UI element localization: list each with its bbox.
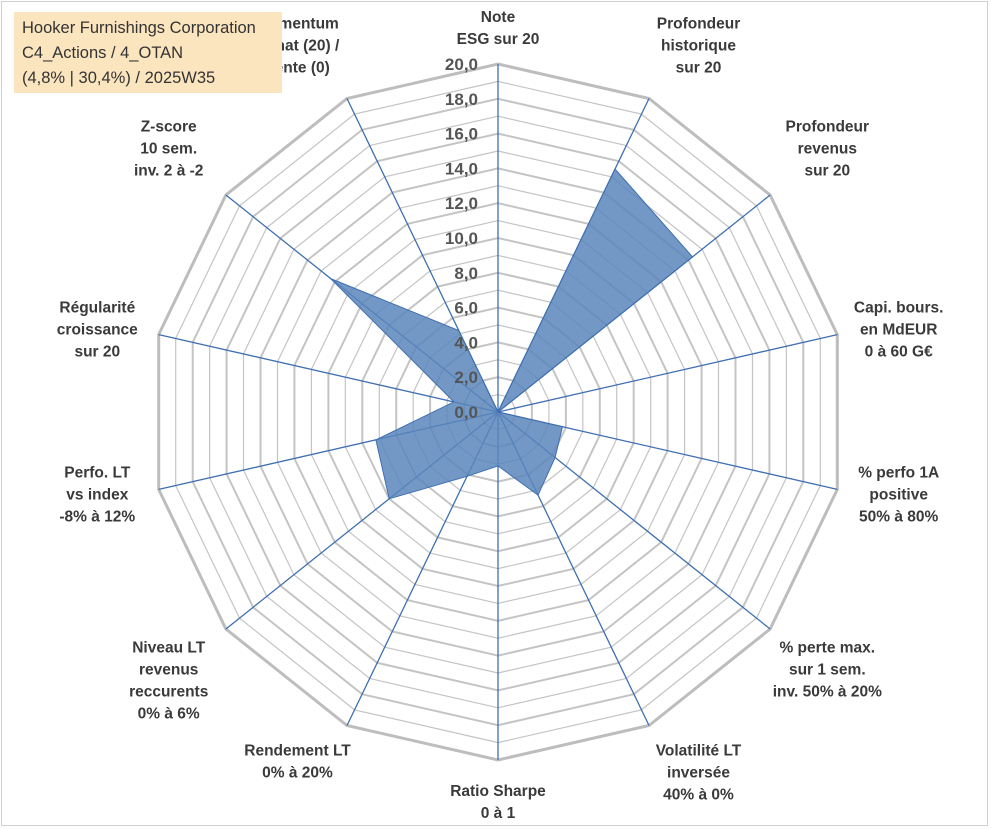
axis-label-line: 40% à 0% [663, 786, 734, 803]
axis-label-line: Ratio Sharpe [450, 783, 546, 800]
data-point [497, 411, 499, 413]
data-point [375, 439, 377, 441]
axis-label-line: revenus [139, 662, 198, 679]
axis-label-line: % perfo 1A [858, 464, 939, 481]
axis-label-line: en MdEUR [860, 322, 938, 339]
axis-label: Z-score 10 sem. inv. 2 à -2 [134, 118, 204, 179]
axis-label-line: 50% à 80% [859, 508, 938, 525]
data-point [330, 278, 332, 280]
radial-tick-labels: 0,0 2,0 4,0 6,0 8,0 10,0 12,0 14,0 16,0 18,0 20,0 [445, 55, 478, 422]
data-point [458, 330, 460, 331]
axis-label: Perfo. LT vs index -8% à 12% [59, 464, 135, 525]
category-label: C4_Actions / 4_OTAN [22, 44, 184, 62]
axis-label-line: Régularité [59, 300, 135, 317]
info-box: Hooker Furnishings Corporation C4_Action… [14, 12, 282, 93]
axis-label-line: 0 à 60 G€ [865, 344, 933, 361]
axis-label-line: Z-score [141, 118, 197, 135]
axis-label-line: -8% à 12% [59, 508, 135, 525]
axis-label: % perte max. sur 1 sem. inv. 50% à 20% [773, 640, 882, 701]
axis-spoke [158, 333, 499, 413]
data-point [388, 498, 390, 500]
data-point [466, 475, 468, 477]
axis-label-line: inversée [667, 764, 730, 781]
axis-label-line: inv. 50% à 20% [773, 684, 882, 701]
stats-label: (4,8% | 30,4%) / 2025W35 [22, 69, 216, 87]
axis-label-line: % perte max. [779, 640, 875, 657]
data-point [497, 465, 499, 467]
tick-label: 0,0 [454, 403, 478, 422]
axis-label-line: Note [481, 9, 516, 26]
axis-label-line: croissance [57, 322, 138, 339]
axis-label-line: revenus [798, 140, 857, 157]
axis-label-line: reccurents [129, 684, 208, 701]
axis-label: Profondeur historique sur 20 [657, 16, 741, 77]
tick-label: 20,0 [445, 55, 478, 74]
tick-label: 6,0 [454, 299, 478, 318]
data-point [614, 168, 616, 170]
data-point [537, 494, 539, 496]
axis-label-line: ESG sur 20 [457, 31, 540, 48]
data-point [562, 426, 563, 428]
axis-label-line: sur 20 [74, 344, 120, 361]
axis-label-line: Capi. bours. [854, 300, 944, 317]
axis-label-line: 10 sem. [140, 140, 197, 157]
axis-label: Volatilité LT inversée 40% à 0% [656, 742, 742, 803]
tick-label: 2,0 [454, 368, 478, 387]
tick-label: 10,0 [445, 229, 478, 248]
tick-label: 18,0 [445, 90, 478, 109]
axis-label: Régularité croissance sur 20 [57, 300, 138, 361]
axis-label-line: Perfo. LT [64, 464, 131, 481]
data-point [554, 457, 556, 459]
axis-label-line: sur 20 [804, 162, 850, 179]
axis-label: Note ESG sur 20 [457, 9, 540, 48]
tick-label: 4,0 [454, 333, 478, 352]
axis-label: Profondeur revenus sur 20 [786, 118, 870, 179]
axis-label-line: vs index [66, 486, 128, 503]
axis-label-line: positive [869, 486, 928, 503]
tick-label: 12,0 [445, 194, 478, 213]
tick-label: 14,0 [445, 159, 478, 178]
axis-label-line: historique [661, 38, 736, 55]
axis-label-line: Niveau LT [132, 640, 205, 657]
axis-label-line: 0% à 6% [138, 706, 200, 723]
axis-label: Capi. bours. en MdEUR 0 à 60 G€ [854, 300, 944, 361]
data-point [692, 256, 693, 258]
axis-label: Niveau LT revenus reccurents 0% à 6% [129, 640, 208, 723]
tick-label: 8,0 [454, 264, 478, 283]
axis-label: Rendement LT 0% à 20% [244, 742, 351, 781]
company-name: Hooker Furnishings Corporation [22, 19, 256, 37]
axis-label-line: 0% à 20% [262, 764, 333, 781]
axis-label-line: 0 à 1 [481, 805, 516, 822]
axis-spoke [497, 333, 838, 413]
axis-label-line: Volatilité LT [656, 742, 742, 759]
tick-label: 16,0 [445, 125, 478, 144]
axis-label-line: Profondeur [786, 118, 870, 135]
data-point [453, 401, 455, 403]
axis-label: % perfo 1A positive 50% à 80% [858, 464, 939, 525]
axis-label-line: Rendement LT [244, 742, 351, 759]
radar-series [330, 168, 694, 500]
axis-label-line: sur 1 sem. [789, 662, 866, 679]
axis-label-line: inv. 2 à -2 [134, 162, 204, 179]
axis-label: Ratio Sharpe 0 à 1 [450, 783, 546, 822]
axis-label-line: sur 20 [676, 60, 722, 77]
axis-label-line: Profondeur [657, 16, 741, 33]
